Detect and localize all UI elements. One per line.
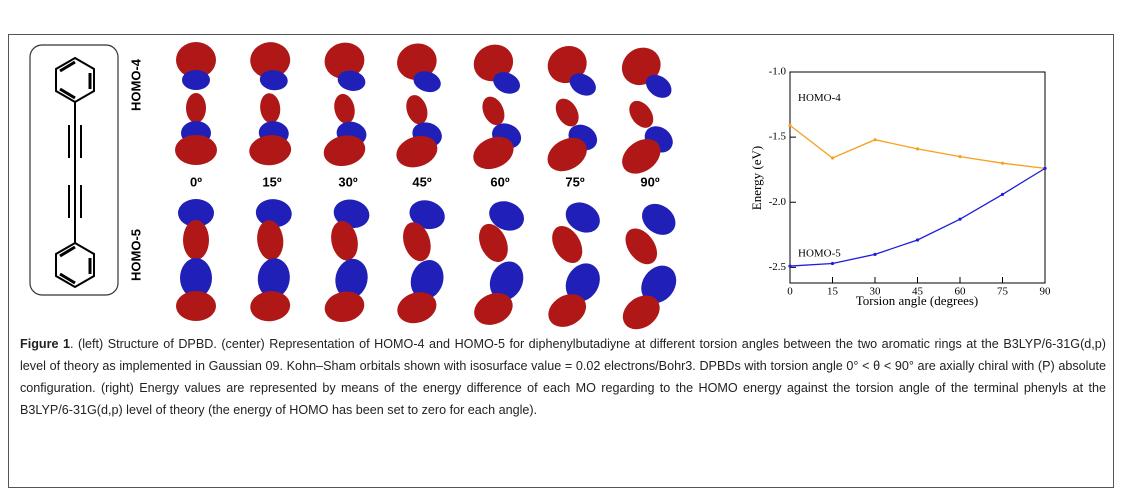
data-point — [916, 147, 919, 150]
y-axis-label: Energy (eV) — [749, 146, 764, 210]
orbital-lobe — [176, 291, 216, 321]
x-tick-label: 45 — [912, 286, 924, 298]
caption-text: . (left) Structure of DPBD. (center) Rep… — [20, 337, 1106, 417]
orbital-lobe — [182, 70, 210, 90]
x-tick-label: 0 — [787, 286, 793, 298]
page: {"figure": { "homo_labels": ["HOMO-4", "… — [0, 0, 1124, 497]
orbital-lobe — [332, 92, 358, 126]
angle-label: 30º — [338, 174, 357, 189]
homo-label: HOMO-4 — [128, 58, 143, 111]
chart: Torsion angle (degrees) Energy (eV) -1.0… — [749, 66, 1051, 308]
x-tick-label: 15 — [827, 286, 839, 298]
homo-label: HOMO-5 — [128, 229, 143, 281]
angle-label: 15º — [262, 174, 281, 189]
series-label: HOMO-4 — [798, 92, 841, 104]
orbital-lobe — [478, 93, 508, 129]
angle-label: 60º — [490, 174, 509, 189]
molecule — [56, 58, 94, 287]
x-tick-label: 60 — [955, 286, 967, 298]
data-point — [873, 253, 876, 256]
caption-label: Figure 1 — [20, 337, 70, 351]
angle-label: 45º — [412, 174, 431, 189]
data-point — [831, 156, 834, 159]
figure: HOMO-4 HOMO-5 0º 15º 30º 45º 60º 75º 90º Torsi… — [0, 0, 1124, 330]
angle-label: 0º — [190, 174, 202, 189]
data-point — [1001, 162, 1004, 165]
y-tick-label: -1.0 — [769, 66, 787, 78]
angle-label: 90º — [640, 174, 659, 189]
series-label: HOMO-5 — [798, 248, 841, 260]
data-point — [788, 124, 791, 127]
data-point — [958, 218, 961, 221]
y-tick-label: -2.0 — [769, 196, 787, 208]
data-point — [1001, 193, 1004, 196]
orbital-lobe — [186, 93, 206, 123]
y-tick-label: -2.5 — [769, 261, 787, 273]
orbital-lobe — [183, 220, 209, 260]
orbitals: 0º 15º 30º 45º 60º 75º 90º — [175, 38, 683, 330]
data-point — [916, 238, 919, 241]
data-point — [873, 138, 876, 141]
series-line — [790, 125, 1045, 168]
data-point — [788, 264, 791, 267]
angle-label: 75º — [565, 174, 584, 189]
x-tick-label: 90 — [1040, 286, 1052, 298]
data-point — [1043, 167, 1046, 170]
orbital-lobe — [249, 289, 292, 323]
data-point — [831, 262, 834, 265]
x-tick-label: 30 — [870, 286, 882, 298]
data-point — [958, 155, 961, 158]
x-tick-label: 75 — [997, 286, 1009, 298]
caption: Figure 1. (left) Structure of DPBD. (cen… — [20, 333, 1106, 421]
orbital-lobe — [259, 92, 282, 124]
orbital-lobe — [403, 92, 431, 127]
y-tick-label: -1.5 — [769, 131, 787, 143]
orbital-lobe — [175, 135, 217, 165]
